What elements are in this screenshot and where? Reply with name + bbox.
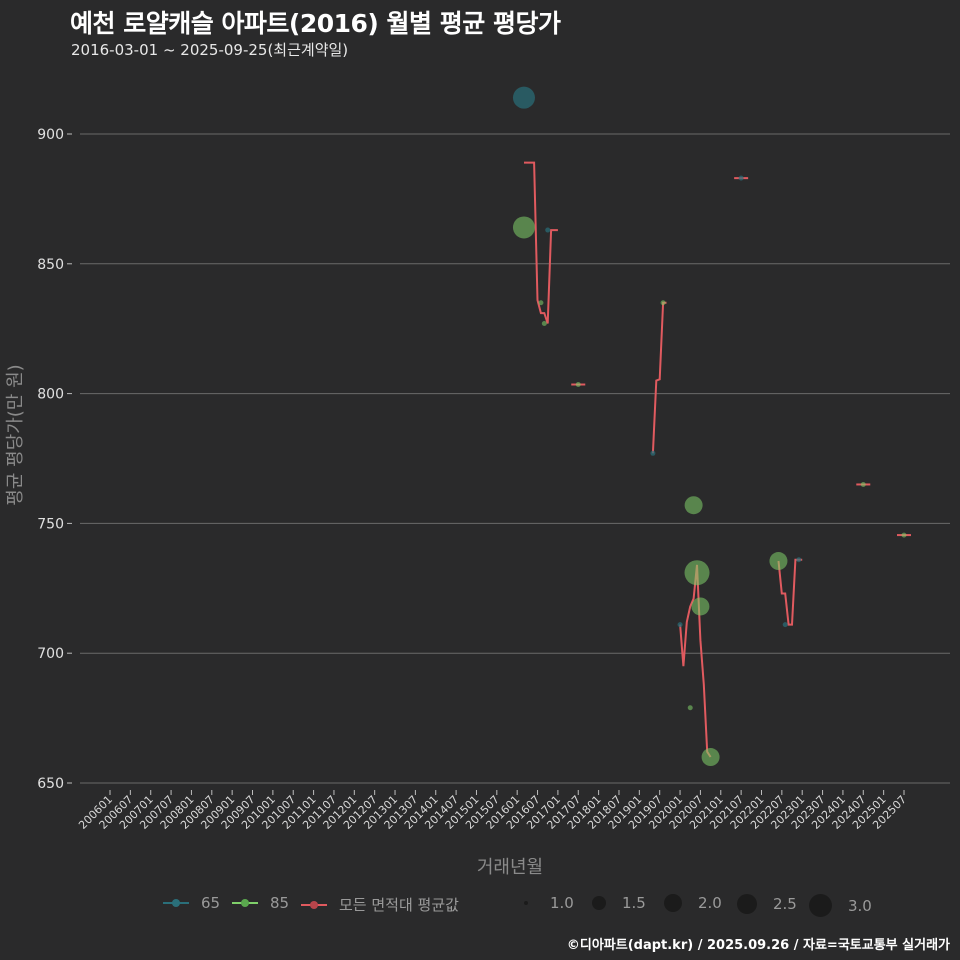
data-point [782, 622, 788, 628]
chart-subtitle: 2016-03-01 ~ 2025-09-25(최근계약일) [71, 41, 349, 59]
average-line-series [524, 161, 911, 758]
chart-title: 예천 로얄캐슬 아파트(2016) 월별 평균 평당가 [70, 9, 561, 38]
size-dot-icon [664, 894, 682, 912]
data-point [684, 496, 703, 515]
legend-label-85: 85 [270, 894, 290, 912]
y-tick-label: 850 [37, 257, 64, 273]
x-axis-label: 거래년월 [476, 857, 544, 878]
legend-key-65-icon [163, 896, 189, 910]
legend: 65 85 모든 면적대 평균값 1.0 1.5 2.0 2.5 3.0 [0, 894, 960, 920]
y-tick-label: 700 [37, 646, 64, 662]
legend-label-65: 65 [201, 894, 221, 912]
size-legend-3-0: 3.0 [809, 894, 872, 917]
size-label: 2.0 [698, 894, 722, 912]
data-point [691, 597, 710, 616]
data-point [660, 300, 666, 306]
data-point [684, 560, 710, 586]
data-point [901, 532, 907, 538]
size-legend-1-5: 1.5 [592, 894, 646, 912]
data-point [512, 216, 535, 239]
legend-item-65: 65 [163, 894, 220, 912]
scatter-points [512, 86, 907, 767]
size-label: 3.0 [848, 896, 872, 915]
legend-key-average-icon [301, 898, 327, 912]
size-legend-1-0: 1.0 [522, 894, 574, 912]
size-legend-2-5: 2.5 [737, 894, 797, 914]
size-dot-icon [524, 901, 528, 905]
data-point [541, 321, 547, 327]
y-tick-label: 750 [37, 516, 64, 532]
y-tick-label: 800 [37, 387, 64, 403]
y-axis-ticks: 650 700 750 800 850 900 [37, 127, 72, 792]
data-point [738, 175, 744, 181]
data-point [860, 481, 866, 487]
y-tick-label: 900 [37, 127, 64, 143]
size-label: 2.5 [773, 895, 797, 913]
data-point [677, 622, 683, 628]
size-dot-icon [737, 894, 757, 914]
size-legend-2-0: 2.0 [664, 894, 722, 912]
size-dot-icon [809, 894, 832, 917]
legend-item-average: 모든 면적대 평균값 [301, 894, 459, 915]
data-point [769, 552, 788, 571]
data-point [687, 705, 693, 711]
legend-item-85: 85 [232, 894, 289, 912]
data-point [575, 382, 581, 388]
data-point [650, 450, 656, 456]
legend-label-average: 모든 면적대 평균값 [339, 896, 459, 914]
size-dot-icon [592, 896, 606, 910]
size-label: 1.5 [622, 894, 646, 912]
data-point [538, 300, 544, 306]
y-gridlines [80, 133, 950, 784]
x-axis-ticks: 2006012006072007012007072008012008072009… [76, 790, 909, 832]
legend-key-85-icon [232, 896, 258, 910]
data-point [796, 557, 802, 563]
y-tick-label: 650 [37, 776, 64, 792]
y-axis-label: 평균 평당가(만 원) [5, 364, 26, 506]
data-point [701, 748, 720, 767]
data-point [545, 227, 551, 233]
footer-credit: ©디아파트(dapt.kr) / 2025.09.26 / 자료=국토교통부 실… [566, 938, 950, 953]
size-label: 1.0 [550, 894, 574, 912]
data-point [512, 86, 535, 109]
